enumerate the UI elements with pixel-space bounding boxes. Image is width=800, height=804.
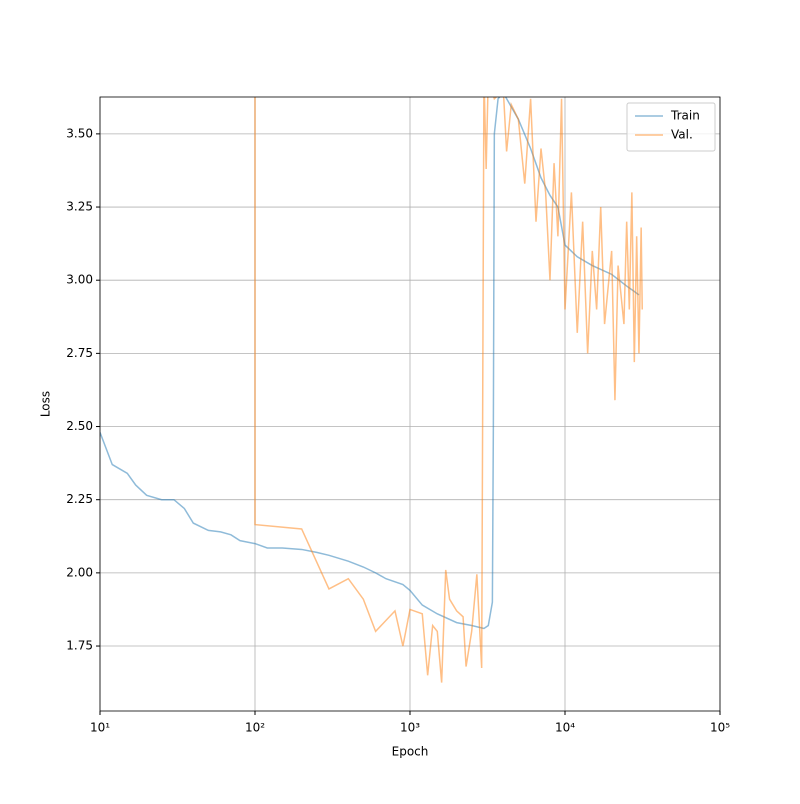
x-tick-label: 10¹ [90, 721, 110, 735]
legend-label: Val. [671, 128, 693, 142]
y-tick-label: 2.25 [66, 492, 93, 506]
y-tick-label: 1.75 [66, 639, 93, 653]
x-tick-label: 10³ [400, 721, 420, 735]
y-tick-label: 3.00 [66, 273, 93, 287]
x-axis-label: Epoch [392, 745, 429, 759]
y-tick-label: 3.25 [66, 200, 93, 214]
y-axis-label: Loss [39, 391, 53, 417]
line-series [254, 97, 643, 683]
y-tick-label: 3.50 [66, 126, 93, 140]
y-tick-label: 2.50 [66, 419, 93, 433]
x-tick-label: 10⁵ [710, 721, 730, 735]
x-tick-label: 10⁴ [555, 721, 575, 735]
legend-box [626, 102, 716, 152]
x-tick-label: 10² [245, 721, 265, 735]
y-tick-label: 2.75 [66, 346, 93, 360]
y-tick-label: 2.00 [66, 565, 93, 579]
legend-label: Train [670, 109, 700, 123]
